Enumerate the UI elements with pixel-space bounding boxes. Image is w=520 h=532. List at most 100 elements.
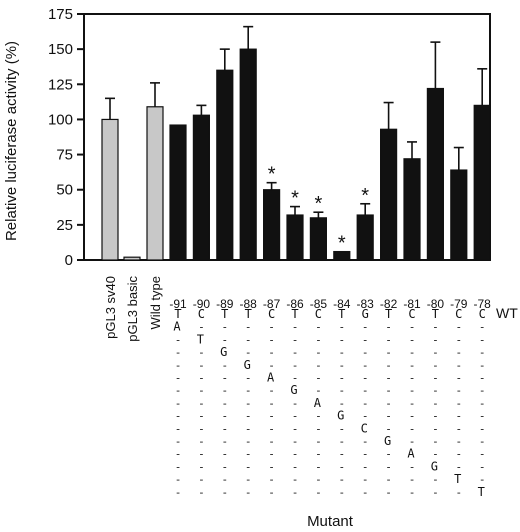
unchanged-base-dash: - (409, 473, 416, 486)
x-tick-label: -87 (263, 297, 281, 311)
wt-label: WT (496, 305, 518, 321)
bar (192, 114, 210, 261)
unchanged-base-dash: - (221, 448, 228, 461)
wild-type-base: C (455, 307, 462, 321)
unchanged-base-dash: - (455, 321, 462, 334)
unchanged-base-dash: - (432, 422, 439, 435)
unchanged-base-dash: - (175, 346, 182, 359)
x-tick-label: -83 (357, 297, 375, 311)
unchanged-base-dash: - (432, 397, 439, 410)
wild-type-base: C (268, 307, 275, 321)
bar (169, 124, 187, 261)
unchanged-base-dash: - (268, 359, 275, 372)
unchanged-base-dash: - (338, 372, 345, 385)
bar (333, 250, 351, 261)
unchanged-base-dash: - (409, 372, 416, 385)
y-tick-label: 25 (56, 217, 73, 234)
unchanged-base-dash: - (432, 473, 439, 486)
wild-type-base: T (432, 307, 439, 321)
unchanged-base-dash: - (175, 333, 182, 346)
unchanged-base-dash: - (385, 460, 392, 473)
x-tick-label: -90 (193, 297, 211, 311)
y-tick-label: 100 (48, 111, 73, 128)
unchanged-base-dash: - (455, 435, 462, 448)
unchanged-base-dash: - (221, 333, 228, 346)
unchanged-base-dash: - (315, 359, 322, 372)
unchanged-base-dash: - (245, 333, 252, 346)
unchanged-base-dash: - (198, 460, 205, 473)
unchanged-base-dash: - (455, 422, 462, 435)
bar (380, 128, 398, 261)
bar (216, 69, 234, 261)
unchanged-base-dash: - (245, 346, 252, 359)
unchanged-base-dash: - (409, 397, 416, 410)
unchanged-base-dash: - (175, 486, 182, 499)
unchanged-base-dash: - (198, 359, 205, 372)
x-tick-label: -86 (286, 297, 304, 311)
unchanged-base-dash: - (292, 422, 299, 435)
significance-marker: * (338, 233, 346, 255)
unchanged-base-dash: - (292, 448, 299, 461)
x-tick-label: Wild type (148, 276, 163, 329)
unchanged-base-dash: - (268, 486, 275, 499)
unchanged-base-dash: - (409, 359, 416, 372)
unchanged-base-dash: - (409, 384, 416, 397)
unchanged-base-dash: - (432, 384, 439, 397)
unchanged-base-dash: - (315, 460, 322, 473)
unchanged-base-dash: - (455, 359, 462, 372)
unchanged-base-dash: - (221, 359, 228, 372)
unchanged-base-dash: - (385, 422, 392, 435)
bar (450, 169, 468, 261)
unchanged-base-dash: - (432, 486, 439, 499)
unchanged-base-dash: - (479, 397, 486, 410)
x-tick-label: pGL3 sv40 (103, 276, 118, 339)
unchanged-base-dash: - (175, 372, 182, 385)
unchanged-base-dash: - (338, 333, 345, 346)
unchanged-base-dash: - (268, 422, 275, 435)
unchanged-base-dash: - (315, 384, 322, 397)
unchanged-base-dash: - (245, 460, 252, 473)
y-axis-label: Relative luciferase activity (%) (3, 41, 20, 241)
unchanged-base-dash: - (385, 486, 392, 499)
unchanged-base-dash: - (385, 397, 392, 410)
mutant-base: G (384, 434, 391, 448)
unchanged-base-dash: - (338, 359, 345, 372)
unchanged-base-dash: - (175, 359, 182, 372)
wild-type-base: C (408, 307, 415, 321)
unchanged-base-dash: - (268, 346, 275, 359)
unchanged-base-dash: - (362, 486, 369, 499)
unchanged-base-dash: - (479, 333, 486, 346)
unchanged-base-dash: - (221, 473, 228, 486)
unchanged-base-dash: - (385, 384, 392, 397)
unchanged-base-dash: - (245, 410, 252, 423)
unchanged-base-dash: - (338, 422, 345, 435)
unchanged-base-dash: - (338, 486, 345, 499)
unchanged-base-dash: - (245, 435, 252, 448)
y-axis: 0 25 50 75 100 125 150 175 (48, 6, 84, 269)
unchanged-base-dash: - (409, 460, 416, 473)
unchanged-base-dash: - (385, 359, 392, 372)
unchanged-base-dash: - (432, 359, 439, 372)
unchanged-base-dash: - (385, 410, 392, 423)
unchanged-base-dash: - (455, 346, 462, 359)
unchanged-base-dash: - (198, 397, 205, 410)
unchanged-base-dash: - (409, 410, 416, 423)
unchanged-base-dash: - (245, 384, 252, 397)
y-tick-label: 150 (48, 41, 73, 58)
unchanged-base-dash: - (362, 372, 369, 385)
unchanged-base-dash: - (175, 410, 182, 423)
unchanged-base-dash: - (245, 473, 252, 486)
mutant-base: G (337, 409, 344, 423)
unchanged-base-dash: - (221, 384, 228, 397)
x-tick-labels: pGL3 sv40 pGL3 basic Wild type -91 -90 -89 -88… (103, 276, 491, 342)
y-tick-label: 125 (48, 76, 73, 93)
unchanged-base-dash: - (198, 422, 205, 435)
unchanged-base-dash: - (362, 321, 369, 334)
unchanged-base-dash: - (175, 397, 182, 410)
bar (263, 189, 281, 261)
unchanged-base-dash: - (221, 422, 228, 435)
unchanged-base-dash: - (338, 321, 345, 334)
unchanged-base-dash: - (409, 321, 416, 334)
bar (286, 214, 304, 261)
unchanged-base-dash: - (245, 321, 252, 334)
